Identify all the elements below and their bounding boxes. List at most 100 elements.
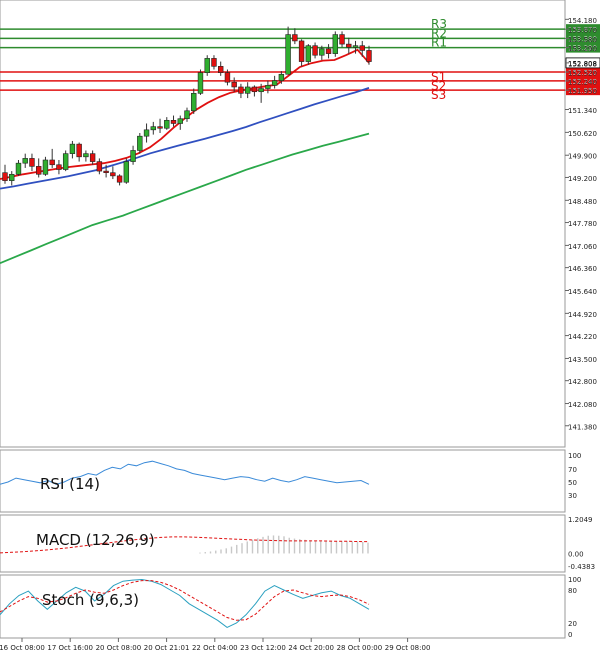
price-tick-label: 145.640 [568, 288, 597, 296]
candle-bullish [265, 85, 271, 89]
price-tick-label: 148.480 [568, 198, 597, 206]
candle-bullish [278, 73, 285, 81]
level-label-r3: R3 [431, 17, 447, 31]
candle-bearish [56, 164, 62, 170]
time-tick-label: 29 Oct 08:00 [385, 644, 431, 652]
time-tick-label: 20 Oct 21:01 [144, 644, 190, 652]
price-tick-label: 152.520 [568, 70, 597, 78]
candle-bullish [42, 159, 49, 175]
macd-title: MACD (12,26,9) [36, 531, 155, 549]
level-value-badge [566, 33, 600, 44]
candle-bearish [36, 166, 42, 175]
candle-bullish [305, 45, 312, 62]
candle-bullish [123, 161, 130, 183]
candle-bearish [224, 72, 231, 83]
candle-bearish [76, 143, 82, 158]
candle-bearish [292, 34, 298, 42]
time-tick-label: 24 Oct 20:00 [288, 644, 334, 652]
candle-bearish [339, 34, 345, 45]
stoch-axis: 100 80 20 0 [568, 576, 581, 639]
macd-tick-label: 0.00 [568, 550, 584, 558]
candle-bearish [110, 172, 116, 177]
price-tick-label: 142.800 [568, 378, 597, 386]
price-tick-label: 151.950 [568, 88, 597, 96]
candle-bullish [130, 150, 136, 162]
candle-bullish [285, 34, 291, 75]
candle-bearish [346, 43, 352, 48]
level-value-label: 153.580 [568, 35, 597, 43]
price-tick-label: 153.290 [568, 45, 597, 53]
rsi-axis: 100 70 50 30 [568, 452, 581, 500]
price-tick-label: 144.920 [568, 311, 597, 319]
macd-tick-label: -0.4383 [568, 563, 595, 571]
level-value-label: 152.520 [568, 69, 597, 77]
stoch-layer [0, 578, 370, 628]
candle-bullish [164, 120, 170, 129]
price-tick-label: 150.620 [568, 130, 597, 138]
candle-bullish [150, 126, 156, 131]
candles-layer [2, 26, 372, 186]
stoch-tick-label: 100 [568, 576, 581, 584]
price-tick-label: 153.870 [568, 27, 597, 35]
candle-bearish [359, 45, 365, 51]
macd-panel: MACD (12,26,9) 1.2049 0.00 -0.4383 [0, 514, 595, 573]
candle-bullish [62, 153, 69, 170]
level-value-label: 152.240 [568, 78, 597, 86]
candle-bearish [298, 40, 305, 62]
time-tick-label: 22 Oct 04:00 [192, 644, 238, 652]
candle-bearish [312, 45, 318, 56]
moving-average-line-3 [0, 132, 370, 265]
price-tick-label: 152.808 [568, 60, 597, 68]
price-tick-label: 143.500 [568, 356, 597, 364]
price-tick-label: 142.080 [568, 401, 597, 409]
candle-bearish [170, 120, 177, 124]
level-value-badge [566, 67, 600, 78]
candle-bullish [258, 88, 264, 93]
candle-bullish [184, 110, 190, 120]
candle-bearish [218, 66, 224, 73]
stoch-panel-frame [0, 574, 566, 639]
rsi-title: RSI (14) [40, 475, 100, 493]
rsi-layer [0, 460, 370, 485]
level-value-badge [566, 24, 600, 35]
current-price-label: 152.808 [568, 60, 597, 68]
candle-bearish [96, 161, 103, 172]
candle-bullish [191, 93, 197, 112]
candle-bearish [103, 170, 109, 173]
candle-bullish [22, 158, 28, 164]
rsi-panel: RSI (14) 100 70 50 30 [0, 449, 581, 513]
candle-bearish [325, 48, 332, 54]
candle-bearish [251, 86, 258, 93]
candle-bearish [29, 158, 35, 167]
price-tick-label: 146.360 [568, 265, 597, 273]
candle-bullish [271, 80, 278, 86]
price-tick-label: 154.180 [568, 17, 597, 25]
time-tick-label: 20 Oct 08:00 [96, 644, 142, 652]
macd-signal-line [0, 536, 369, 554]
candle-bullish [244, 86, 251, 94]
candle-bearish [49, 159, 55, 166]
stoch-tick-label: 80 [568, 587, 577, 595]
price-tick-label: 149.900 [568, 153, 597, 161]
price-tick-label: 141.380 [568, 423, 597, 431]
stoch-tick-label: 20 [568, 620, 577, 628]
time-tick-label: 16 Oct 08:00 [0, 644, 45, 652]
price-tick-label: 153.580 [568, 36, 597, 44]
level-value-badge [566, 75, 600, 86]
candle-bearish [2, 172, 8, 181]
price-panel-frame [0, 0, 566, 448]
candle-bullish [15, 162, 22, 175]
macd-panel-frame [0, 514, 566, 573]
rsi-tick-label: 30 [568, 492, 577, 500]
rsi-tick-label: 70 [568, 466, 577, 474]
macd-tick-label: 1.2049 [568, 516, 593, 524]
candle-bullish [9, 173, 15, 181]
price-tick-label: 144.220 [568, 333, 597, 341]
candle-bearish [157, 126, 163, 129]
candle-bullish [352, 45, 359, 48]
time-tick-label: 28 Oct 00:00 [337, 644, 383, 652]
price-tick-label: 152.240 [568, 78, 597, 86]
price-tick-label: 149.200 [568, 175, 597, 183]
